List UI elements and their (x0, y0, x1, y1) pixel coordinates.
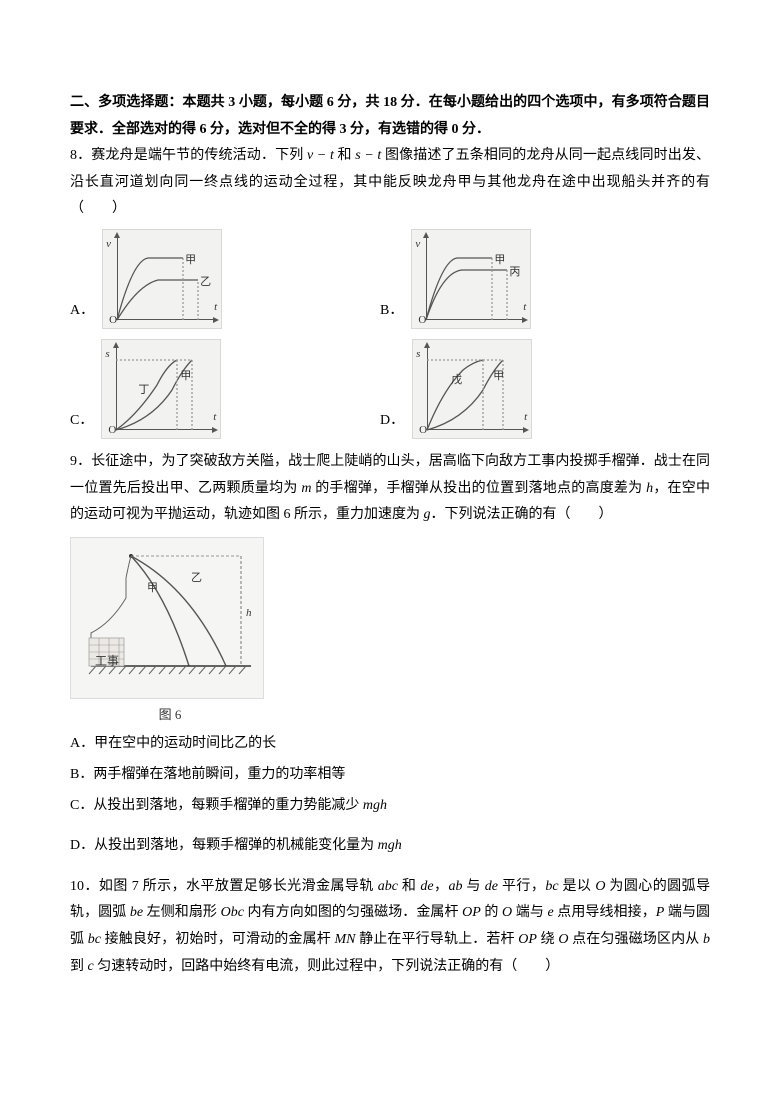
q10-Obc: Obc (221, 905, 244, 920)
q9-c-prefix: C．从投出到落地，每颗手榴弹的重力势能减少 (70, 798, 363, 813)
q9-figure: 甲 乙 工事 h 图 6 (70, 537, 270, 728)
q10-t5: 是以 (559, 879, 596, 894)
q10-t3: 与 (462, 879, 484, 894)
q8-graph-a: O v t 甲 乙 (102, 229, 222, 329)
q10-t1: 如图 7 所示，水平放置足够长光滑金属导轨 (99, 879, 378, 894)
tag-jia: 甲 (493, 366, 504, 387)
q9-option-a: A．甲在空中的运动时间比乙的长 (70, 731, 710, 758)
q10-t2b: ， (434, 879, 449, 894)
q10-OP2: OP (518, 932, 537, 947)
q10-ab: ab (448, 879, 462, 894)
tag-jia: 甲 (494, 250, 505, 271)
q8-row-cd: C． O s t 丁 甲 D． (70, 339, 710, 439)
q10-de: de (420, 879, 433, 894)
section-header: 二、多项选择题：本题共 3 小题，每小题 6 分，共 18 分．在每小题给出的四… (70, 90, 710, 143)
q9-g: g (424, 507, 431, 522)
q10-t18: 匀速转动时，回路中始终有电流，则此过程中，下列说法正确的有（ ） (94, 959, 560, 974)
q9-figure-caption: 图 6 (70, 703, 270, 728)
q8-st: s − t (355, 148, 381, 163)
q10-t16: 点在匀强磁场区内从 (569, 932, 704, 947)
q8-stem: 8．赛龙舟是端午节的传统活动．下列 v − t 和 s − t 图像描述了五条相… (70, 143, 710, 223)
q9-t4: ．下列说法正确的有（ ） (431, 507, 613, 522)
q10-de2: de (485, 879, 498, 894)
q10-t17: 到 (70, 959, 88, 974)
tag-jia: 甲 (185, 250, 196, 271)
q10-number: 10． (70, 879, 99, 894)
q9-d-prefix: D．从投出到落地，每颗手榴弹的机械能变化量为 (70, 838, 378, 853)
q10-b: b (703, 932, 710, 947)
q10-abc: abc (378, 879, 398, 894)
q10-O: O (595, 879, 605, 894)
q9-option-d: D．从投出到落地，每颗手榴弹的机械能变化量为 mgh (70, 833, 710, 860)
q10-t14: 静止在平行导轨上．若杆 (355, 932, 518, 947)
q8-vt: v − t (307, 148, 334, 163)
q10-t11: 点用导线相接， (554, 905, 656, 920)
q10-t7: 左侧和扇形 (143, 905, 221, 920)
q8-letter-a: A． (70, 298, 94, 329)
q8-text-prefix: 赛龙舟是端午节的传统活动．下列 (91, 148, 307, 163)
q9-option-b: B．两手榴弹在落地前瞬间，重力的功率相等 (70, 762, 710, 789)
q9-c-var: mgh (363, 798, 387, 813)
q10-t13: 接触良好，初始时，可滑动的金属杆 (101, 932, 334, 947)
q9-label-yi: 乙 (191, 568, 202, 589)
tag-ding: 丁 (138, 380, 149, 401)
q10-stem: 10．如图 7 所示，水平放置足够长光滑金属导轨 abc 和 de，ab 与 d… (70, 874, 710, 980)
q8-choice-c: C． O s t 丁 甲 (70, 339, 380, 439)
q8-letter-d: D． (380, 408, 404, 439)
q8-graph-b: O v t 甲 丙 (411, 229, 531, 329)
q10-t15: 绕 (537, 932, 558, 947)
q8-row-ab: A． O v t 甲 乙 B． O (70, 229, 710, 329)
q9-label-gs: 工事 (95, 650, 119, 673)
tag-yi: 乙 (200, 272, 211, 293)
q8-letter-b: B． (380, 298, 403, 329)
q8-choice-b: B． O v t 甲 丙 (380, 229, 690, 329)
q10-t4: 平行， (498, 879, 545, 894)
q9-m: m (301, 481, 311, 496)
tag-jia: 甲 (180, 366, 191, 387)
q10-O3: O (558, 932, 568, 947)
q10-bc: bc (545, 879, 558, 894)
q8-text-mid1: 和 (334, 148, 355, 163)
q10-O2: O (502, 905, 512, 920)
q8-letter-c: C． (70, 408, 93, 439)
q10-MN: MN (334, 932, 355, 947)
q9-option-c: C．从投出到落地，每颗手榴弹的重力势能减少 mgh (70, 793, 710, 820)
q10-t2: 和 (398, 879, 420, 894)
q8-choice-d: D． O s t 戊 甲 (380, 339, 690, 439)
q9-figure-image: 甲 乙 工事 h (70, 537, 264, 699)
q9-t2: 的手榴弹，手榴弹从投出的位置到落地点的高度差为 (311, 481, 646, 496)
q9-number: 9． (70, 454, 91, 469)
q9-label-h: h (246, 603, 252, 624)
q10-t10: 端与 (512, 905, 547, 920)
q10-bc2: bc (88, 932, 101, 947)
q9-d-var: mgh (378, 838, 402, 853)
q9-stem: 9．长征途中，为了突破敌方关隘，战士爬上陡峭的山头，居高临下向敌方工事内投掷手榴… (70, 449, 710, 529)
q8-graph-d: O s t 戊 甲 (412, 339, 532, 439)
q8-graph-c: O s t 丁 甲 (101, 339, 221, 439)
tag-wu: 戊 (451, 370, 462, 391)
q10-t8: 内有方向如图的匀强磁场．金属杆 (244, 905, 462, 920)
q10-be: be (130, 905, 143, 920)
q8-choice-a: A． O v t 甲 乙 (70, 229, 380, 329)
tag-bing: 丙 (509, 262, 520, 283)
q9-label-jia: 甲 (147, 578, 158, 599)
q8-number: 8． (70, 148, 91, 163)
q10-t9: 的 (481, 905, 502, 920)
q10-OP: OP (462, 905, 481, 920)
